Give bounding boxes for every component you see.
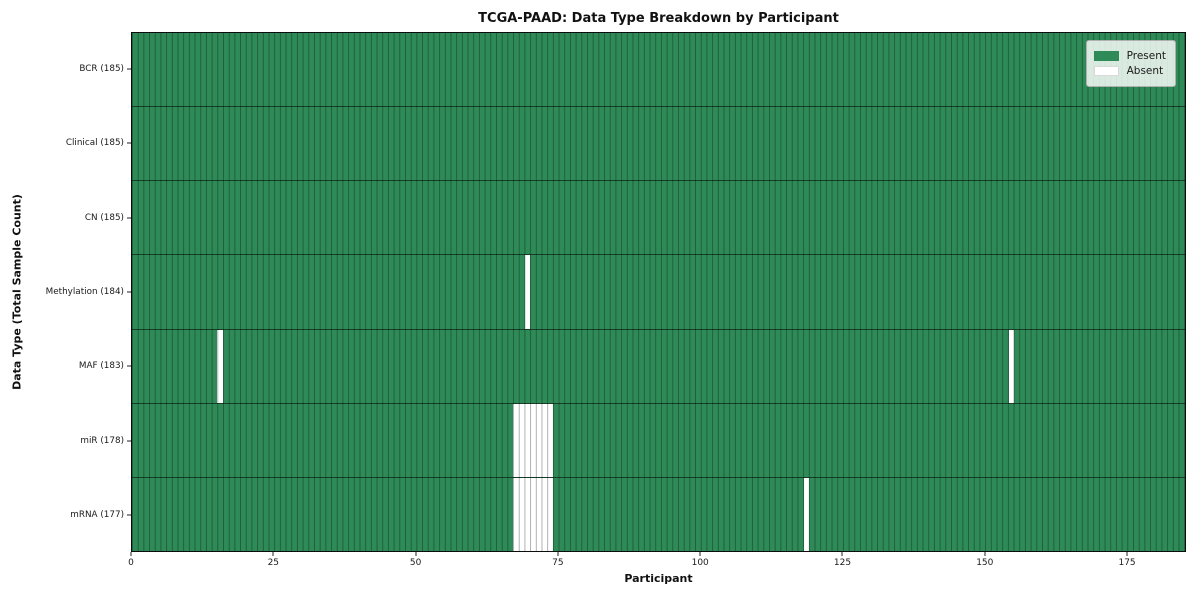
x-axis-label: Participant <box>624 572 693 585</box>
absent-cell-mRNA-67 <box>513 477 520 551</box>
x-tick-mark <box>699 552 701 556</box>
absent-cell-miR-68 <box>519 403 525 477</box>
y-tick-label-Clinical: Clinical (185) <box>65 138 124 149</box>
y-tick-mark <box>127 440 131 442</box>
absent-cell-Methylation-69 <box>524 255 531 329</box>
y-axis: BCR (185) Clinical (185) CN (185) Methylati… <box>0 32 131 552</box>
x-tick-mark <box>984 552 986 556</box>
x-tick-label-0: 0 <box>128 558 134 568</box>
chart-title: TCGA-PAAD: Data Type Breakdown by Partic… <box>478 11 839 26</box>
legend: Present Absent <box>1085 40 1176 87</box>
plot-area: Present Absent <box>131 32 1186 552</box>
x-tick-mark <box>272 552 274 556</box>
y-tick-mark <box>127 365 131 367</box>
x-tick-label-125: 125 <box>833 558 852 568</box>
absent-cell-MAF-154 <box>1008 329 1015 403</box>
absent-cell-miR-71 <box>536 403 542 477</box>
legend-swatch-absent <box>1093 66 1119 76</box>
absent-cell-miR-70 <box>530 403 537 477</box>
y-tick-label-Methylation: Methylation (184) <box>45 287 124 297</box>
absent-cell-mRNA-70 <box>530 477 537 551</box>
absent-cell-mRNA-68 <box>519 477 525 551</box>
legend-entry-present: Present <box>1093 50 1166 62</box>
absent-cell-miR-67 <box>513 403 520 477</box>
absent-cell-mRNA-71 <box>536 477 542 551</box>
presence-matrix <box>132 33 1185 551</box>
absent-cell-MAF-15 <box>217 329 224 403</box>
y-tick-label-BCR: BCR (185) <box>79 64 124 75</box>
absent-cell-miR-73 <box>547 403 554 477</box>
absent-cell-mRNA-72 <box>541 477 548 551</box>
y-tick-label-MAF: MAF (183) <box>78 361 124 372</box>
absent-cell-miR-72 <box>541 403 548 477</box>
datatype-row-MAF <box>132 329 1185 404</box>
absent-cell-mRNA-69 <box>524 477 531 551</box>
absent-cell-mRNA-118 <box>803 477 810 551</box>
datatype-row-Clinical <box>132 107 1185 182</box>
x-tick-label-25: 25 <box>267 558 280 568</box>
y-tick-mark <box>127 514 131 516</box>
x-tick-mark <box>415 552 417 556</box>
x-axis: 0 25 50 75 100 125 150 175 <box>128 552 1184 582</box>
datatype-row-miR <box>132 403 1185 478</box>
y-tick-label-CN: CN (185) <box>84 212 124 223</box>
x-tick-mark <box>557 552 559 556</box>
y-tick-mark <box>127 217 131 219</box>
legend-swatch-present <box>1093 51 1119 61</box>
legend-label: Absent <box>1126 65 1164 77</box>
x-tick-label-75: 75 <box>552 558 564 568</box>
x-tick-label-175: 175 <box>1118 558 1136 568</box>
x-tick-label-150: 150 <box>976 558 994 568</box>
x-tick-label-100: 100 <box>691 558 709 568</box>
legend-label: Present <box>1126 50 1166 62</box>
y-tick-mark <box>127 291 131 293</box>
y-tick-mark <box>127 68 131 70</box>
y-tick-label-miR: miR (178) <box>80 435 124 446</box>
y-tick-mark <box>127 142 131 144</box>
datatype-row-CN <box>132 181 1185 256</box>
absent-cell-mRNA-73 <box>547 477 554 551</box>
legend-entry-absent: Absent <box>1093 65 1166 77</box>
datatype-row-BCR <box>132 33 1185 108</box>
x-tick-mark <box>130 552 132 556</box>
datatype-row-Methylation <box>132 255 1185 330</box>
x-tick-mark <box>1126 552 1128 556</box>
datatype-row-mRNA <box>132 477 1185 551</box>
x-tick-mark <box>841 552 843 556</box>
absent-cell-miR-69 <box>524 403 531 477</box>
x-tick-label-50: 50 <box>409 558 422 568</box>
y-tick-label-mRNA: mRNA (177) <box>70 509 124 520</box>
